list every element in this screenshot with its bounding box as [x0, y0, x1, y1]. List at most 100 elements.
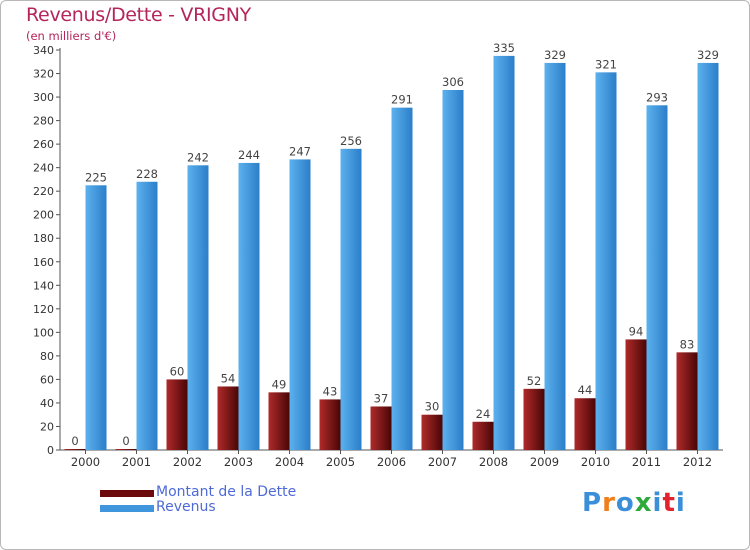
x-tick-label: 2011 [632, 455, 661, 469]
bar-dette [217, 386, 239, 450]
data-label-revenus: 293 [646, 90, 668, 104]
legend-label-revenus: Revenus [156, 499, 216, 515]
bar-revenus [493, 55, 515, 450]
y-tick-label: 260 [33, 138, 54, 151]
bar-dette [421, 414, 443, 450]
data-label-dette: 54 [221, 371, 236, 385]
x-tick-label: 2003 [224, 455, 253, 469]
bar-dette [319, 399, 341, 450]
x-tick-label: 2008 [479, 455, 508, 469]
logo-letter: t [662, 488, 676, 518]
bar-dette [166, 379, 188, 450]
logo-letter: x [634, 488, 653, 518]
bar-revenus [697, 62, 719, 451]
data-label-dette: 30 [425, 400, 440, 414]
data-label-revenus: 335 [493, 41, 515, 55]
bar-dette [676, 352, 698, 450]
data-labels: 0 225 0 228 60 242 54 244 49 247 43 256 37 291 30 306 24… [71, 41, 719, 448]
chart-subtitle: (en milliers d'€) [26, 29, 117, 43]
data-label-dette: 52 [527, 374, 542, 388]
bar-revenus [289, 159, 311, 451]
x-tick-label: 2009 [530, 455, 559, 469]
x-tick-label: 2012 [683, 455, 712, 469]
bar-revenus [391, 107, 413, 450]
y-tick-label: 20 [40, 420, 54, 433]
chart-title: Revenus/Dette - VRIGNY [26, 4, 251, 26]
data-label-dette: 43 [323, 384, 338, 398]
x-tick-label: 2004 [275, 455, 304, 469]
bars [64, 55, 719, 451]
bar-revenus [595, 72, 617, 451]
logo-letter: i [652, 488, 663, 518]
x-tick-label: 2002 [173, 455, 202, 469]
y-tick-label: 200 [33, 209, 54, 222]
y-tick-label: 140 [33, 279, 54, 292]
bar-revenus [646, 105, 668, 450]
data-label-dette: 44 [578, 383, 593, 397]
bar-revenus [442, 90, 464, 450]
x-tick-label: 2005 [326, 455, 355, 469]
data-label-dette: 49 [272, 377, 287, 391]
x-tick-label: 2010 [581, 455, 610, 469]
data-label-revenus: 329 [544, 48, 566, 62]
logo-letter: i [675, 488, 686, 518]
x-tick-label: 2000 [71, 455, 100, 469]
y-tick-label: 160 [33, 256, 54, 269]
legend-swatch-debt [100, 490, 154, 497]
y-tick-label: 0 [47, 444, 54, 457]
bar-revenus [136, 181, 158, 450]
data-label-revenus: 291 [391, 93, 413, 107]
bar-revenus [340, 148, 362, 450]
bar-dette [625, 339, 647, 450]
data-label-revenus: 256 [340, 134, 362, 148]
bar-dette [64, 449, 86, 450]
y-tick-label: 180 [33, 232, 54, 245]
data-label-dette: 83 [680, 337, 695, 351]
bar-dette [268, 392, 290, 450]
axes: 0204060801001201401601802002202402602803… [33, 44, 723, 469]
bar-revenus [544, 62, 566, 451]
y-tick-label: 120 [33, 303, 54, 316]
bar-revenus [85, 185, 107, 450]
bar-dette [523, 388, 545, 450]
bar-dette [574, 398, 596, 450]
data-label-dette: 24 [476, 407, 491, 421]
y-tick-label: 220 [33, 185, 54, 198]
data-label-dette: 60 [170, 364, 185, 378]
y-tick-label: 240 [33, 162, 54, 175]
data-label-dette: 37 [374, 391, 389, 405]
bar-revenus [187, 165, 209, 450]
y-tick-label: 40 [40, 397, 54, 410]
proxiti-logo: Proxiti [582, 488, 686, 518]
bar-dette [472, 421, 494, 450]
bar-dette [115, 449, 137, 450]
data-label-revenus: 244 [238, 148, 260, 162]
bar-dette [370, 406, 392, 450]
y-tick-label: 60 [40, 373, 54, 386]
x-tick-label: 2006 [377, 455, 406, 469]
y-tick-label: 320 [33, 68, 54, 81]
y-tick-label: 340 [33, 44, 54, 57]
data-label-revenus: 228 [136, 167, 158, 181]
logo-letter: r [602, 488, 616, 518]
data-label-revenus: 242 [187, 150, 209, 164]
data-label-revenus: 329 [697, 48, 719, 62]
bar-revenus [238, 162, 260, 451]
x-tick-label: 2001 [122, 455, 151, 469]
logo-letter: P [582, 488, 603, 518]
x-tick-label: 2007 [428, 455, 457, 469]
legend-swatch-revenus [100, 505, 154, 512]
data-label-revenus: 306 [442, 75, 464, 89]
logo-letter: o [615, 488, 635, 518]
y-tick-label: 300 [33, 91, 54, 104]
data-label-dette: 94 [629, 324, 644, 338]
y-tick-label: 80 [40, 350, 54, 363]
y-tick-label: 100 [33, 326, 54, 339]
data-label-dette: 0 [122, 434, 129, 448]
data-label-revenus: 247 [289, 144, 311, 158]
y-tick-label: 280 [33, 115, 54, 128]
data-label-dette: 0 [71, 434, 78, 448]
legend-label-debt: Montant de la Dette [156, 484, 297, 500]
